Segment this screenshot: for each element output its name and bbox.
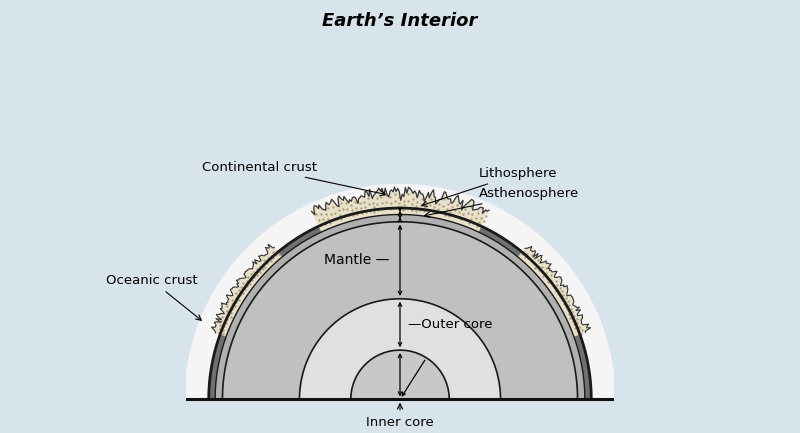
Text: Earth’s Interior: Earth’s Interior (322, 12, 478, 29)
Polygon shape (350, 350, 450, 399)
Polygon shape (209, 208, 591, 399)
Polygon shape (222, 222, 578, 399)
Polygon shape (211, 244, 282, 337)
Text: Mantle —: Mantle — (324, 253, 390, 267)
Text: Asthenosphere: Asthenosphere (425, 187, 579, 217)
Text: Continental crust: Continental crust (202, 161, 386, 196)
Polygon shape (299, 299, 501, 399)
Text: Inner core: Inner core (366, 404, 434, 429)
Text: —Outer core: —Outer core (408, 318, 492, 331)
Polygon shape (215, 214, 585, 399)
Polygon shape (311, 187, 489, 232)
Polygon shape (185, 184, 615, 399)
Text: Lithosphere: Lithosphere (422, 167, 558, 207)
Polygon shape (518, 246, 590, 337)
Text: Oceanic crust: Oceanic crust (106, 274, 202, 320)
